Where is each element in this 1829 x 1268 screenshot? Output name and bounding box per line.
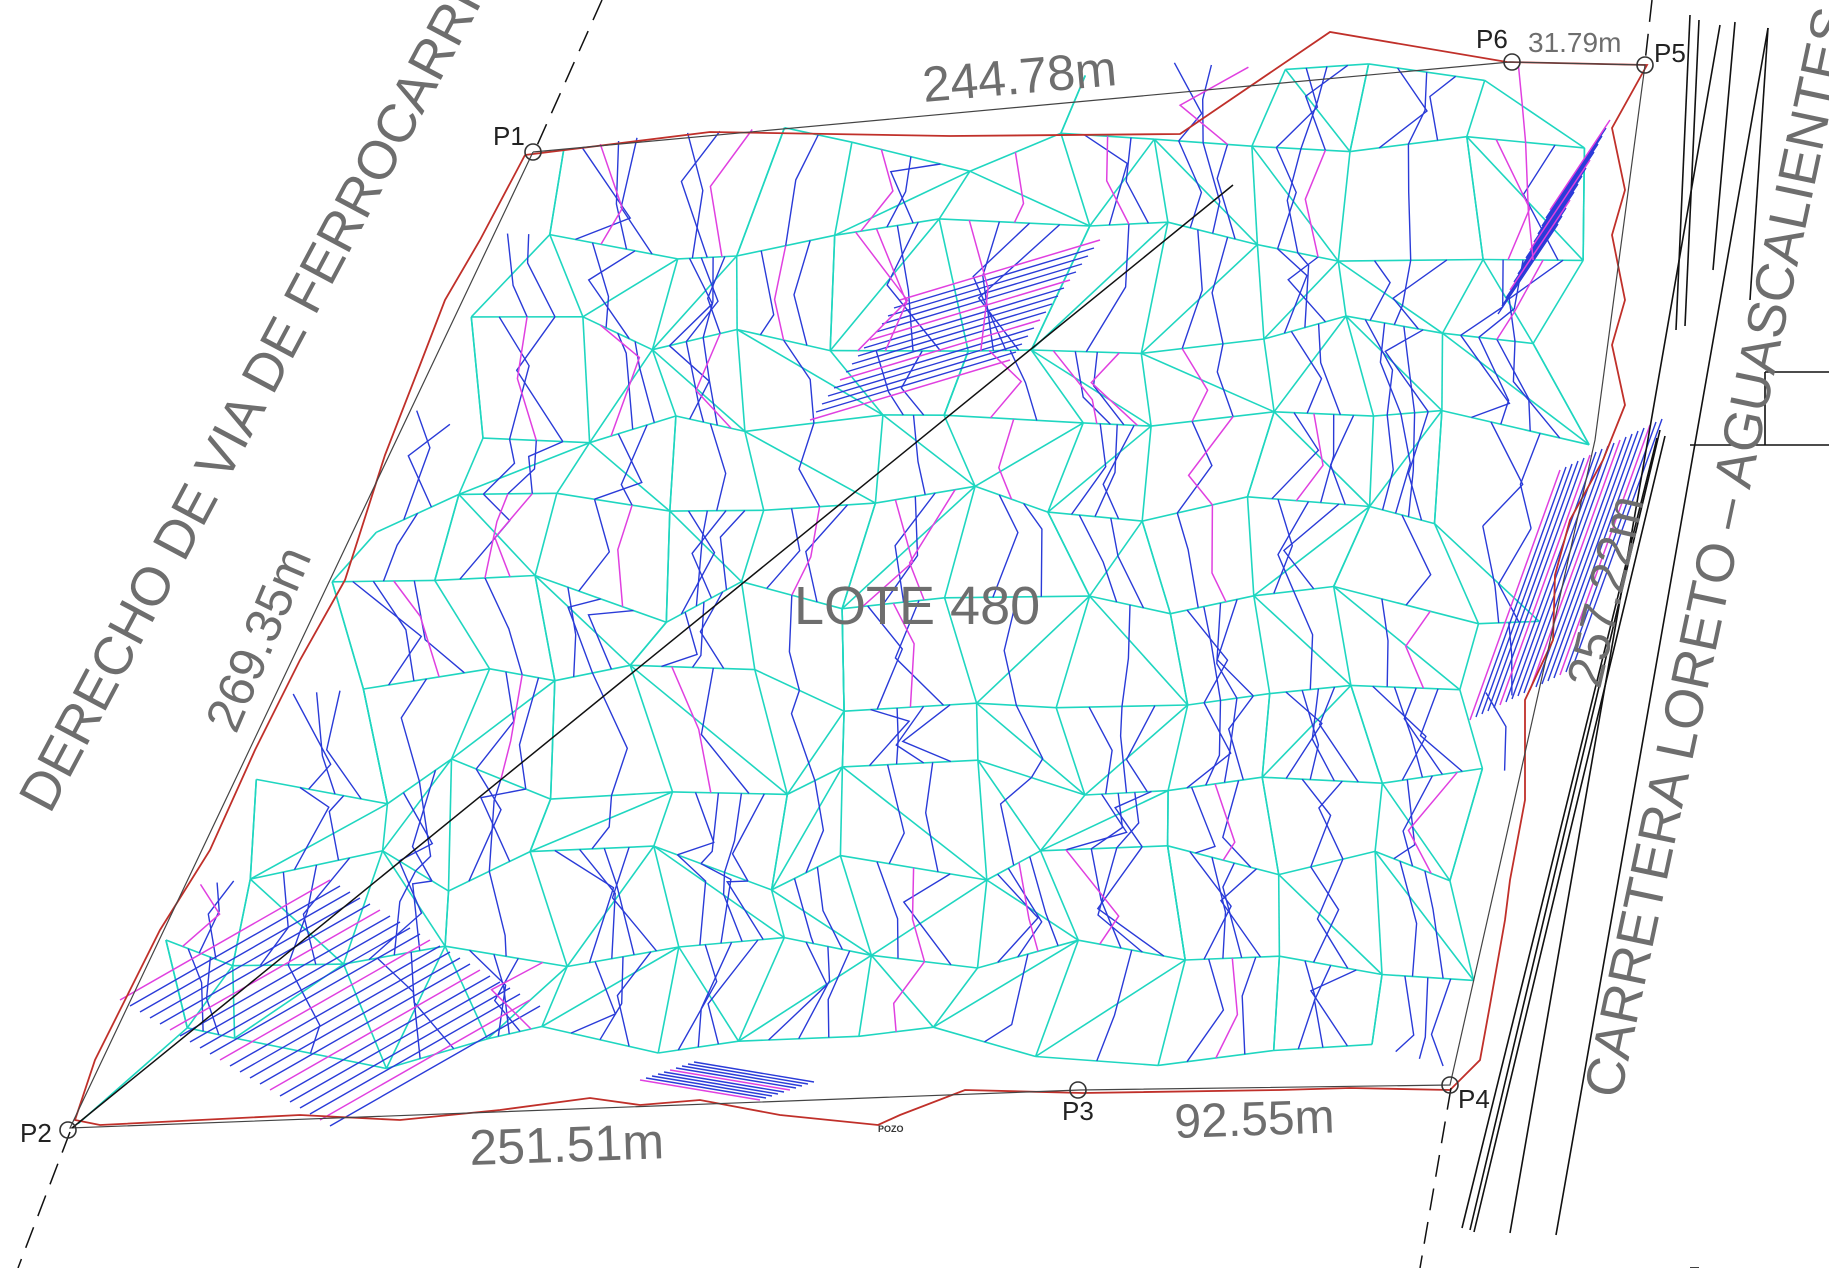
contour-lines xyxy=(129,62,1663,1127)
index-contour-lines xyxy=(119,66,1651,1121)
diagonal-line xyxy=(71,184,1234,1129)
lot-label: LOTE 480 xyxy=(794,576,1040,636)
point-p3-marker xyxy=(1069,1081,1087,1099)
well-label: POZO xyxy=(878,1124,904,1134)
point-label-p1: P1 xyxy=(493,121,525,151)
point-label-p2: P2 xyxy=(20,1118,52,1148)
survey-polygon xyxy=(69,61,1646,1129)
point-label-p5: P5 xyxy=(1654,38,1686,68)
point-label-p4: P4 xyxy=(1458,1084,1490,1114)
dimension-left: 269.35m xyxy=(195,538,323,739)
dimension-bottom-main: 251.51m xyxy=(468,1113,664,1176)
dimension-top: 244.78m xyxy=(920,40,1119,113)
point-label-p3: P3 xyxy=(1062,1096,1094,1126)
point-p6-marker xyxy=(1503,53,1521,71)
railway-axis-top xyxy=(534,0,603,151)
point-p2-marker xyxy=(59,1121,77,1139)
railway-axis-bottom xyxy=(17,1131,71,1268)
road-edge-top xyxy=(1644,0,1653,63)
survey-points xyxy=(59,53,1654,1139)
dimension-bottom-right: 92.55m xyxy=(1174,1090,1336,1149)
lot-boundary-red xyxy=(73,31,1649,1126)
highway-lines xyxy=(1461,14,1769,1268)
point-p1-marker xyxy=(524,143,542,161)
road-edge-bottom xyxy=(1419,1087,1452,1268)
dimension-top-right: 31.79m xyxy=(1528,27,1621,58)
point-p4-marker xyxy=(1441,1076,1459,1094)
triangulation-network xyxy=(77,63,1590,1125)
point-label-p6: P6 xyxy=(1476,24,1508,54)
highway-right-lines xyxy=(1509,24,1829,1236)
point-p5-marker xyxy=(1636,56,1654,74)
